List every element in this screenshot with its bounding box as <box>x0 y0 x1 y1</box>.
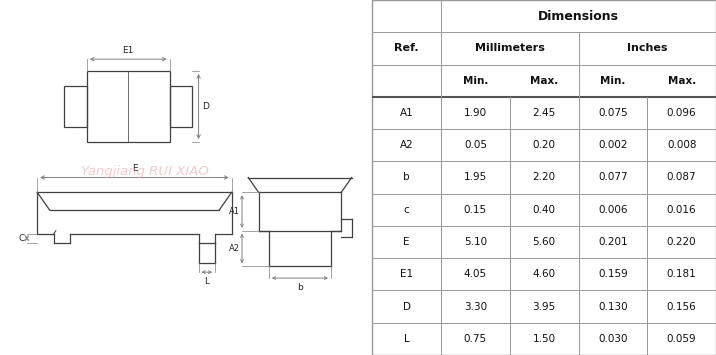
Text: 0.030: 0.030 <box>598 334 628 344</box>
Text: 0.20: 0.20 <box>533 140 556 150</box>
Text: 0.201: 0.201 <box>598 237 628 247</box>
Text: 2.45: 2.45 <box>533 108 556 118</box>
Text: 0.077: 0.077 <box>598 173 628 182</box>
Bar <box>64 86 87 127</box>
Text: 0.006: 0.006 <box>598 205 628 215</box>
Text: 3.30: 3.30 <box>464 302 487 312</box>
Text: D: D <box>402 302 411 312</box>
Text: 0.15: 0.15 <box>464 205 487 215</box>
Text: 0.05: 0.05 <box>464 140 487 150</box>
Text: Millimeters: Millimeters <box>475 43 545 53</box>
Text: Ref.: Ref. <box>395 43 419 53</box>
Text: 5.60: 5.60 <box>533 237 556 247</box>
Text: 0.016: 0.016 <box>667 205 697 215</box>
Text: 0.008: 0.008 <box>667 140 697 150</box>
Bar <box>170 86 193 127</box>
Text: L: L <box>404 334 410 344</box>
Text: E1: E1 <box>122 46 134 55</box>
Text: 0.059: 0.059 <box>667 334 697 344</box>
Text: 1.90: 1.90 <box>464 108 487 118</box>
Text: 2.20: 2.20 <box>533 173 556 182</box>
Text: 5.10: 5.10 <box>464 237 487 247</box>
Text: 0.087: 0.087 <box>667 173 697 182</box>
Text: Inches: Inches <box>627 43 667 53</box>
Text: 1.95: 1.95 <box>464 173 487 182</box>
Text: 0.181: 0.181 <box>667 269 697 279</box>
Bar <box>87 71 170 142</box>
Text: 3.95: 3.95 <box>533 302 556 312</box>
Text: Yangjiang RUI XIAO: Yangjiang RUI XIAO <box>81 165 208 178</box>
Text: 0.75: 0.75 <box>464 334 487 344</box>
Text: C: C <box>19 234 25 243</box>
Text: 1.50: 1.50 <box>533 334 556 344</box>
Text: A2: A2 <box>400 140 414 150</box>
Text: Min.: Min. <box>600 76 626 86</box>
Text: A1: A1 <box>229 207 240 216</box>
Text: 0.159: 0.159 <box>598 269 628 279</box>
Text: A1: A1 <box>400 108 414 118</box>
Text: 4.05: 4.05 <box>464 269 487 279</box>
Text: E1: E1 <box>400 269 413 279</box>
Text: L: L <box>204 277 209 286</box>
Text: 4.60: 4.60 <box>533 269 556 279</box>
Text: 0.075: 0.075 <box>598 108 628 118</box>
Text: 0.096: 0.096 <box>667 108 697 118</box>
Text: 0.156: 0.156 <box>667 302 697 312</box>
Text: A2: A2 <box>229 244 240 253</box>
Text: b: b <box>403 173 410 182</box>
Text: 0.130: 0.130 <box>598 302 628 312</box>
Text: 0.220: 0.220 <box>667 237 697 247</box>
Text: 0.40: 0.40 <box>533 205 556 215</box>
Text: D: D <box>202 102 208 111</box>
Text: Max.: Max. <box>667 76 696 86</box>
Text: E: E <box>132 164 137 173</box>
Text: c: c <box>404 205 410 215</box>
Text: 0.002: 0.002 <box>598 140 628 150</box>
Text: b: b <box>297 283 303 291</box>
Text: E: E <box>403 237 410 247</box>
Text: Max.: Max. <box>530 76 558 86</box>
Text: Min.: Min. <box>463 76 488 86</box>
Text: Dimensions: Dimensions <box>538 10 619 23</box>
